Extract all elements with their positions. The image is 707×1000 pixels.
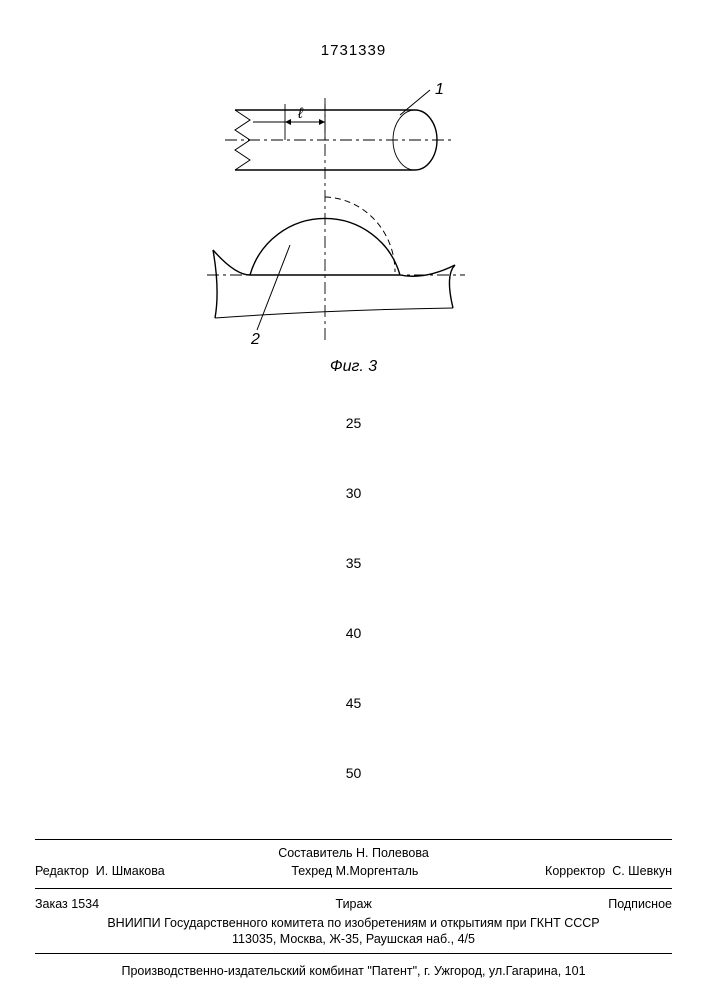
dimension-l: ℓ [297, 105, 304, 122]
callout-2: 2 [250, 331, 260, 348]
patent-number: 1731339 [0, 42, 707, 59]
line-number: 45 [0, 695, 707, 711]
figure-3: 1 2 ℓ [195, 80, 485, 350]
figure-caption: Фиг. 3 [0, 358, 707, 376]
line-number: 50 [0, 765, 707, 781]
divider [35, 839, 672, 840]
line-number: 25 [0, 415, 707, 431]
figure-svg: 1 2 ℓ [195, 80, 485, 350]
techred-credit: Техред М.Моргенталь [291, 864, 418, 878]
footer-block: Составитель Н. Полевова Редактор И. Шмак… [35, 835, 672, 1000]
editor-name: И. Шмакова [96, 864, 165, 878]
editor-credit: Редактор И. Шмакова [35, 864, 165, 878]
subscription-cell: Подписное [608, 897, 672, 911]
vniipi-line1: ВНИИПИ Государственного комитета по изоб… [35, 915, 672, 931]
vniipi-line2: 113035, Москва, Ж-35, Раушская наб., 4/5 [35, 931, 672, 947]
corrector-name: С. Шевкун [612, 864, 672, 878]
production-line: Производственно-издательский комбинат "П… [35, 958, 672, 1000]
corrector-credit: Корректор С. Шевкун [545, 864, 672, 878]
line-number: 35 [0, 555, 707, 571]
vniipi-block: ВНИИПИ Государственного комитета по изоб… [35, 913, 672, 950]
order-row: Заказ 1534 Тираж Подписное [35, 893, 672, 913]
order-number: 1534 [71, 897, 99, 911]
divider [35, 888, 672, 889]
line-number: 30 [0, 485, 707, 501]
compiler-name: Н. Полевова [356, 846, 429, 860]
techred-label: Техред [291, 864, 332, 878]
callout-1: 1 [435, 81, 444, 98]
editor-label: Редактор [35, 864, 89, 878]
credits-row: Редактор И. Шмакова Техред М.Моргенталь … [35, 862, 672, 884]
divider [35, 953, 672, 954]
line-number: 40 [0, 625, 707, 641]
compiler-label: Составитель [278, 846, 352, 860]
order-cell: Заказ 1534 [35, 897, 99, 911]
compiler-credit: Составитель Н. Полевова [35, 844, 672, 862]
techred-name: М.Моргенталь [336, 864, 419, 878]
corrector-label: Корректор [545, 864, 605, 878]
tirazh-cell: Тираж [335, 897, 371, 911]
order-label: Заказ [35, 897, 68, 911]
